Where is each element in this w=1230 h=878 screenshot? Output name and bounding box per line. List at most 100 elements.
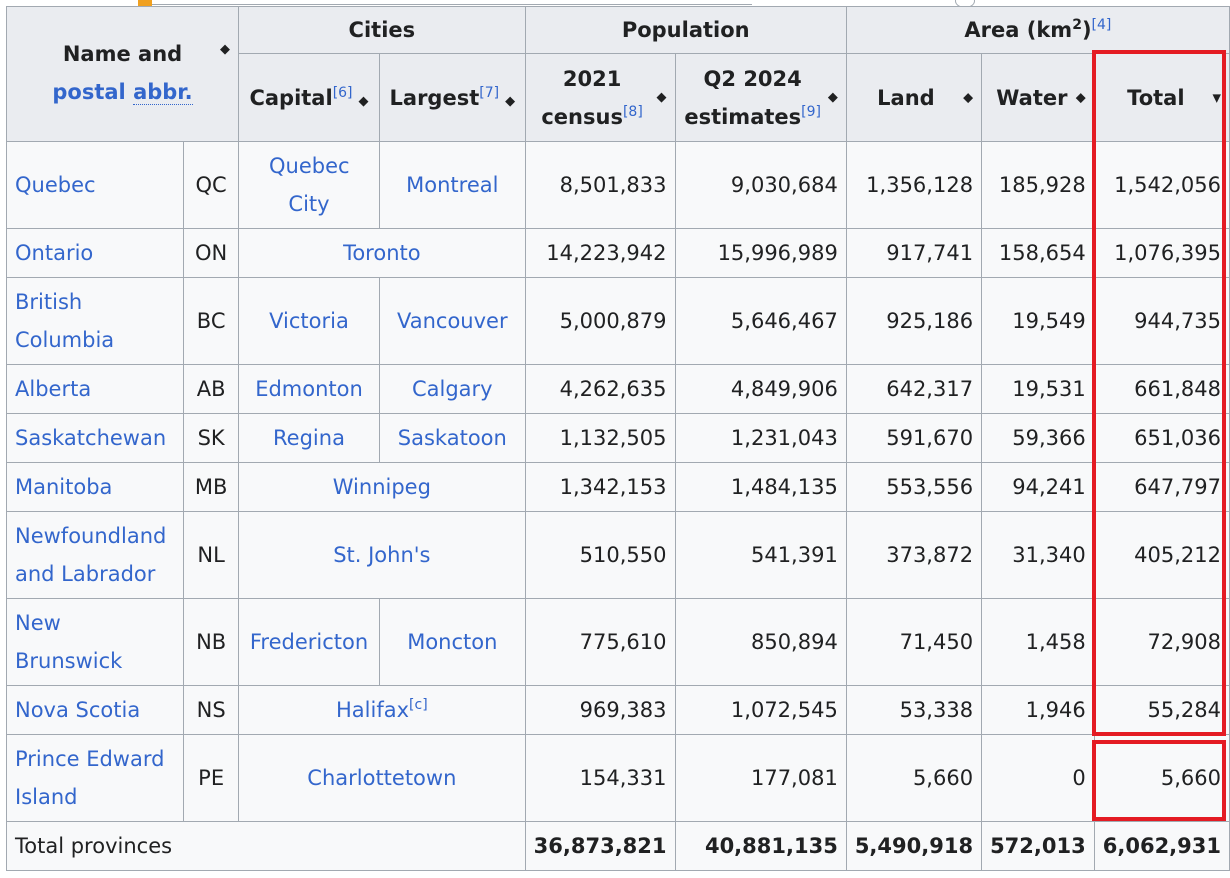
header-total-text: Total: [1127, 85, 1185, 110]
sort-both-icon[interactable]: ◆: [220, 41, 231, 57]
census-cell: 4,262,635: [524, 364, 676, 414]
abbr-link[interactable]: abbr.: [133, 80, 193, 105]
province-name[interactable]: Prince Edward Island: [5, 734, 185, 822]
census-cell: 969,383: [524, 685, 676, 735]
header-land[interactable]: Land ◆: [845, 53, 983, 142]
capital-cell[interactable]: Fredericton: [238, 598, 380, 686]
largest-cell[interactable]: Moncton: [378, 598, 526, 686]
estimate-cell: 177,081: [674, 734, 847, 822]
province-name[interactable]: Newfoundland and Labrador: [5, 511, 185, 599]
province-name[interactable]: British Columbia: [5, 277, 185, 365]
table-row: Quebec QC Quebec City Montreal 8,501,833…: [5, 141, 1230, 229]
header-area: Area (km2)[4]: [845, 6, 1230, 54]
capital-link[interactable]: Regina: [273, 426, 345, 450]
census-cell: 14,223,942: [524, 228, 676, 278]
city-cell[interactable]: Charlottetown: [238, 734, 526, 822]
header-census-line1: 2021: [562, 66, 622, 91]
province-name[interactable]: Nova Scotia: [5, 685, 185, 735]
postal-link[interactable]: postal: [52, 80, 126, 104]
total-cell: 5,660: [1093, 734, 1230, 822]
header-area-sup: 2: [1072, 17, 1082, 33]
largest-cell[interactable]: Saskatoon: [378, 413, 526, 463]
header-estimate-line2: estimates[9]: [684, 98, 822, 136]
sort-both-icon[interactable]: ◆: [505, 93, 516, 109]
province-link[interactable]: Quebec: [15, 173, 96, 197]
total-cell: 651,036: [1093, 413, 1230, 463]
land-cell: 53,338: [845, 685, 983, 735]
province-link[interactable]: Ontario: [15, 241, 94, 265]
header-total[interactable]: Total ▼: [1093, 53, 1230, 142]
city-cell[interactable]: Winnipeg: [238, 462, 526, 512]
province-link[interactable]: Nova Scotia: [15, 698, 141, 722]
water-cell: 31,340: [981, 511, 1095, 599]
largest-link[interactable]: Saskatoon: [397, 426, 507, 450]
city-ref-link[interactable]: [c]: [409, 697, 428, 713]
header-largest[interactable]: Largest[7] ◆: [378, 53, 526, 142]
header-area-text: Area (km: [964, 18, 1073, 42]
capital-link[interactable]: Fredericton: [249, 630, 369, 654]
sort-down-icon[interactable]: ▼: [1212, 91, 1221, 104]
capital-cell[interactable]: Victoria: [238, 277, 380, 365]
sort-both-icon[interactable]: ◆: [827, 89, 838, 105]
largest-link[interactable]: Calgary: [411, 377, 493, 401]
province-link[interactable]: New Brunswick: [15, 611, 123, 673]
capital-link[interactable]: Victoria: [269, 309, 349, 333]
water-cell: 94,241: [981, 462, 1095, 512]
province-link[interactable]: Alberta: [15, 377, 92, 401]
province-name[interactable]: Quebec: [5, 141, 185, 229]
largest-ref-link[interactable]: [7]: [479, 84, 500, 101]
province-link[interactable]: Manitoba: [15, 475, 113, 499]
totals-total: 6,062,931: [1093, 821, 1230, 871]
capital-link[interactable]: Quebec City: [269, 154, 350, 216]
header-capital[interactable]: Capital[6] ◆: [238, 53, 380, 142]
province-name[interactable]: Manitoba: [5, 462, 185, 512]
city-link[interactable]: St. John's: [333, 543, 431, 567]
capital-cell[interactable]: Regina: [238, 413, 380, 463]
province-name[interactable]: New Brunswick: [5, 598, 185, 686]
largest-link[interactable]: Moncton: [407, 630, 498, 654]
header-land-text: Land: [877, 85, 935, 110]
largest-cell[interactable]: Calgary: [378, 364, 526, 414]
water-cell: 158,654: [981, 228, 1095, 278]
capital-cell[interactable]: Edmonton: [238, 364, 380, 414]
area-ref-link[interactable]: [4]: [1091, 17, 1112, 33]
estimate-ref-link[interactable]: [9]: [801, 103, 821, 120]
province-link[interactable]: Saskatchewan: [15, 426, 167, 450]
sort-both-icon[interactable]: ◆: [358, 93, 369, 109]
largest-link[interactable]: Vancouver: [397, 309, 508, 333]
largest-cell[interactable]: Montreal: [378, 141, 526, 229]
city-link[interactable]: Winnipeg: [332, 475, 431, 499]
province-abbr: ON: [183, 228, 240, 278]
province-name[interactable]: Saskatchewan: [5, 413, 185, 463]
province-link[interactable]: British Columbia: [15, 290, 115, 352]
header-census[interactable]: 2021 census[8] ◆: [524, 53, 676, 142]
largest-link[interactable]: Montreal: [406, 173, 499, 197]
province-abbr: MB: [183, 462, 240, 512]
census-ref-link[interactable]: [8]: [622, 103, 643, 120]
city-cell[interactable]: Halifax[c]: [238, 685, 526, 735]
city-cell[interactable]: Toronto: [238, 228, 526, 278]
sort-both-icon[interactable]: ◆: [656, 89, 667, 105]
province-name[interactable]: Ontario: [5, 228, 185, 278]
province-name[interactable]: Alberta: [5, 364, 185, 414]
census-text: census: [541, 104, 623, 129]
header-name-and-abbr[interactable]: Name and postal abbr. ◆: [5, 6, 240, 142]
largest-cell[interactable]: Vancouver: [378, 277, 526, 365]
sort-both-icon[interactable]: ◆: [963, 90, 974, 105]
city-cell[interactable]: St. John's: [238, 511, 526, 599]
sort-both-icon[interactable]: ◆: [1075, 90, 1086, 105]
city-link[interactable]: Halifax: [336, 698, 410, 722]
water-cell: 59,366: [981, 413, 1095, 463]
city-link[interactable]: Charlottetown: [307, 766, 457, 790]
city-link[interactable]: Toronto: [343, 241, 421, 265]
province-link[interactable]: Newfoundland and Labrador: [15, 524, 167, 586]
header-estimates[interactable]: Q2 2024 estimates[9] ◆: [674, 53, 847, 142]
water-cell: 185,928: [981, 141, 1095, 229]
header-water[interactable]: Water ◆: [981, 53, 1095, 142]
province-link[interactable]: Prince Edward Island: [15, 747, 165, 809]
provinces-table: Name and postal abbr. ◆ Cities Populatio…: [5, 6, 1230, 871]
capital-cell[interactable]: Quebec City: [238, 141, 380, 229]
land-cell: 917,741: [845, 228, 983, 278]
capital-link[interactable]: Edmonton: [255, 377, 363, 401]
capital-ref-link[interactable]: [6]: [332, 84, 353, 101]
